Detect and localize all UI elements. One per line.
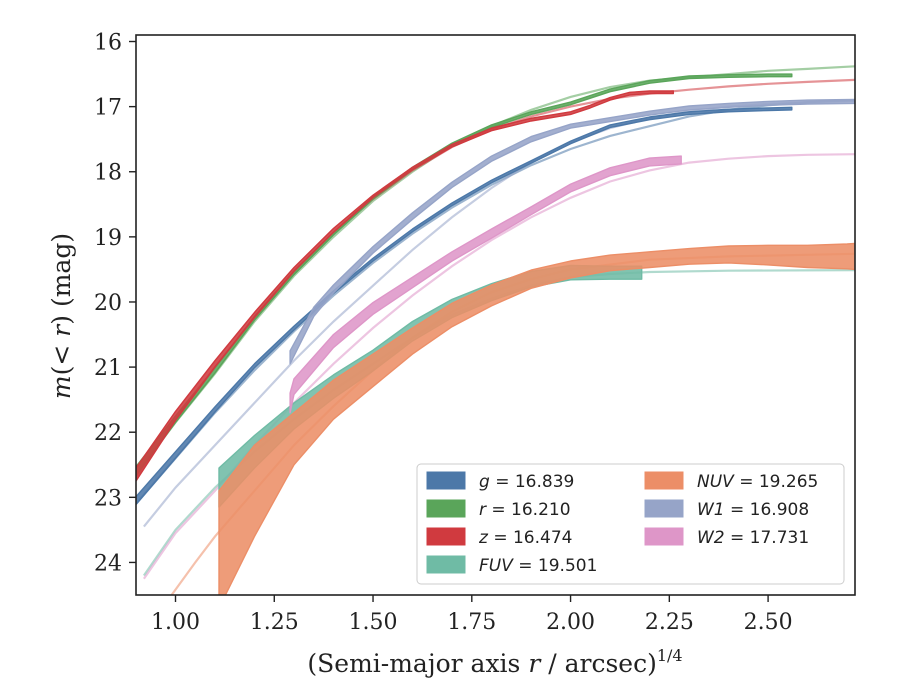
y-axis-label-lt: < — [47, 337, 76, 366]
legend-swatch — [426, 471, 466, 490]
x-tick-label: 1.00 — [151, 610, 200, 635]
x-tick-label: 1.75 — [447, 610, 496, 635]
legend-swatch — [644, 499, 684, 518]
legend-label-var: W1 — [697, 500, 725, 520]
legend-swatch — [426, 555, 466, 574]
x-axis-label: (Semi-major axis r / arcsec)1/4 — [307, 646, 682, 678]
y-tick-label: 20 — [94, 291, 122, 316]
y-axis-label-m: m — [47, 375, 76, 399]
x-axis-ticks: 1.00 1.25 1.50 1.75 2.00 2.25 2.50 — [151, 595, 793, 635]
y-tick-label: 19 — [94, 226, 122, 251]
x-tick-label: 1.25 — [250, 610, 299, 635]
legend-item-w1: W1 = 16.908 — [644, 499, 809, 520]
legend-label: r = 16.210 — [479, 500, 571, 520]
x-tick-label: 1.50 — [349, 610, 398, 635]
legend-label: FUV = 19.501 — [479, 556, 597, 576]
data-band-nuv — [218, 242, 855, 595]
series-layer — [136, 65, 855, 595]
legend-label-var: z — [478, 528, 489, 548]
legend-item-g: g = 16.839 — [426, 471, 574, 492]
legend-label: g = 16.839 — [479, 472, 574, 492]
x-tick-label: 2.25 — [645, 610, 694, 635]
x-tick-label: 2.00 — [546, 610, 595, 635]
legend-label-value: = 19.265 — [734, 472, 819, 492]
y-tick-label: 24 — [94, 551, 122, 576]
legend-label-value: = 16.908 — [725, 500, 810, 520]
legend-item-r: r = 16.210 — [426, 499, 571, 520]
y-tick-label: 17 — [94, 96, 122, 121]
y-tick-label: 23 — [94, 486, 122, 511]
x-axis-label-exponent: 1/4 — [657, 646, 683, 665]
legend-label: z = 16.474 — [478, 528, 572, 548]
legend-label: W1 = 16.908 — [697, 500, 809, 520]
legend-box — [416, 463, 845, 585]
x-axis-label-unit: / arcsec) — [540, 649, 657, 678]
data-band-w1 — [289, 98, 855, 365]
legend-label-var: r — [479, 500, 487, 520]
legend-swatch — [426, 499, 466, 518]
plot-frame — [135, 34, 856, 596]
y-axis-label-r: r — [47, 323, 76, 337]
legend-label-var: NUV — [697, 472, 735, 492]
legend-label-value: = 17.731 — [725, 528, 810, 548]
y-axis-ticks: 16 17 18 19 20 21 22 23 24 — [94, 31, 136, 576]
x-tick-label: 2.50 — [744, 610, 793, 635]
legend-label-value: = 16.839 — [490, 472, 575, 492]
legend-item-z: z = 16.474 — [426, 527, 572, 548]
legend-label-value: = 16.210 — [486, 500, 571, 520]
y-tick-label: 16 — [94, 31, 122, 56]
y-axis-label: m(< r) (mag) — [47, 233, 76, 399]
x-axis-label-var: r — [528, 649, 542, 678]
y-tick-label: 18 — [94, 161, 122, 186]
x-axis-label-text: (Semi-major axis — [307, 649, 528, 678]
data-bands — [136, 73, 855, 595]
legend-item-nuv: NUV = 19.265 — [644, 471, 818, 492]
data-band-w2 — [289, 155, 682, 414]
legend-item-w2: W2 = 17.731 — [644, 527, 809, 548]
legend-swatch — [644, 471, 684, 490]
legend-swatch — [426, 527, 466, 546]
legend-swatch — [644, 527, 684, 546]
y-tick-label: 22 — [94, 421, 122, 446]
legend-label-var: W2 — [697, 528, 725, 548]
y-tick-label: 21 — [94, 356, 122, 381]
legend-label-var: FUV — [479, 556, 514, 576]
legend-label: NUV = 19.265 — [697, 472, 818, 492]
legend-item-fuv: FUV = 19.501 — [426, 555, 597, 576]
legend-label: W2 = 17.731 — [697, 528, 809, 548]
data-band-z — [136, 90, 674, 482]
y-axis-label-paren: ( — [47, 366, 76, 376]
legend-label-value: = 16.474 — [488, 528, 573, 548]
legend-label-value: = 19.501 — [513, 556, 598, 576]
legend-label-var: g — [479, 472, 490, 492]
y-axis-label-rest: ) (mag) — [47, 233, 76, 325]
